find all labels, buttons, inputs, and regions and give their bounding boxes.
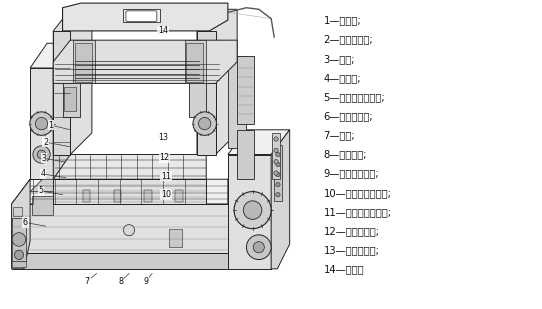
Bar	[237, 130, 254, 179]
Bar	[62, 80, 80, 117]
Polygon shape	[228, 130, 289, 154]
Text: 14: 14	[158, 26, 168, 36]
Circle shape	[37, 150, 46, 159]
Bar	[237, 56, 254, 124]
Text: 11: 11	[161, 171, 171, 181]
Bar	[113, 190, 121, 202]
Circle shape	[14, 250, 24, 260]
Circle shape	[274, 171, 278, 175]
Text: 13—右垂直刀架;: 13—右垂直刀架;	[324, 245, 379, 255]
Text: 12: 12	[159, 153, 170, 162]
Polygon shape	[30, 68, 53, 179]
Text: 13: 13	[158, 133, 168, 142]
Polygon shape	[53, 40, 237, 83]
Polygon shape	[11, 204, 228, 253]
Text: 1: 1	[49, 121, 54, 130]
Polygon shape	[53, 31, 70, 154]
Circle shape	[253, 242, 264, 253]
Polygon shape	[197, 31, 216, 154]
Polygon shape	[53, 154, 207, 179]
Circle shape	[276, 152, 280, 157]
Polygon shape	[62, 3, 228, 31]
Text: 2: 2	[43, 138, 48, 147]
Circle shape	[274, 137, 278, 141]
Circle shape	[30, 112, 53, 135]
Text: 2—左垂直刀架;: 2—左垂直刀架;	[324, 35, 373, 44]
Text: 6—液压安全器;: 6—液压安全器;	[324, 111, 373, 121]
Circle shape	[274, 148, 278, 153]
Circle shape	[12, 233, 26, 246]
Polygon shape	[13, 207, 22, 216]
Polygon shape	[30, 179, 61, 192]
Text: 9—工作台减速筱;: 9—工作台减速筱;	[324, 169, 379, 179]
Bar	[272, 133, 280, 179]
Bar	[73, 40, 95, 83]
Polygon shape	[197, 9, 237, 154]
Text: 11—垂直刀架进给筱;: 11—垂直刀架进给筱;	[324, 207, 391, 217]
Bar	[274, 145, 282, 201]
Text: 4: 4	[41, 169, 46, 179]
Text: 7: 7	[85, 277, 90, 286]
Text: 7—床身;: 7—床身;	[324, 130, 355, 140]
Text: 4—工作台;: 4—工作台;	[324, 73, 361, 83]
Circle shape	[193, 112, 216, 135]
Circle shape	[276, 182, 280, 187]
Text: 14—右立柱: 14—右立柱	[324, 265, 364, 274]
Polygon shape	[30, 43, 70, 68]
FancyBboxPatch shape	[126, 11, 157, 22]
Circle shape	[276, 172, 280, 177]
Polygon shape	[11, 179, 228, 204]
Text: 1—左立柱;: 1—左立柱;	[324, 15, 361, 25]
Circle shape	[243, 201, 262, 219]
Text: 5—左侧刀架进给筱;: 5—左侧刀架进给筱;	[324, 92, 385, 102]
Bar	[169, 229, 182, 247]
Bar	[186, 43, 203, 82]
Bar	[12, 218, 26, 261]
Polygon shape	[271, 130, 289, 269]
Circle shape	[274, 159, 278, 164]
Text: 8: 8	[119, 277, 124, 286]
Bar	[75, 43, 92, 82]
Text: 5: 5	[38, 186, 43, 196]
Polygon shape	[53, 179, 207, 204]
Polygon shape	[11, 253, 228, 269]
Bar	[123, 9, 160, 22]
Text: 3: 3	[42, 154, 47, 163]
Bar	[144, 190, 152, 202]
Bar	[64, 87, 76, 111]
Polygon shape	[228, 154, 271, 269]
Text: 3—横梁;: 3—横梁;	[324, 54, 355, 64]
Text: 12—悬挂按鈕站;: 12—悬挂按鈕站;	[324, 226, 379, 236]
Bar	[185, 40, 207, 83]
Bar	[12, 261, 26, 267]
Text: 9: 9	[144, 277, 149, 286]
Bar	[189, 80, 207, 117]
Text: 10: 10	[161, 190, 171, 199]
Circle shape	[247, 235, 271, 260]
Polygon shape	[53, 9, 92, 154]
Bar	[31, 196, 53, 215]
Bar	[176, 190, 183, 202]
Polygon shape	[11, 179, 30, 269]
Bar	[82, 190, 91, 202]
Circle shape	[35, 117, 48, 130]
Circle shape	[276, 162, 280, 167]
Circle shape	[124, 225, 134, 236]
Text: 6: 6	[23, 218, 28, 227]
Circle shape	[33, 146, 50, 163]
Circle shape	[276, 193, 280, 197]
Polygon shape	[53, 43, 70, 179]
Text: 8—右侧刀架;: 8—右侧刀架;	[324, 150, 367, 159]
Text: 10—右侧刀架进给筱;: 10—右侧刀架进给筱;	[324, 188, 391, 198]
Circle shape	[234, 192, 271, 229]
Bar	[228, 56, 247, 148]
Circle shape	[198, 117, 211, 130]
